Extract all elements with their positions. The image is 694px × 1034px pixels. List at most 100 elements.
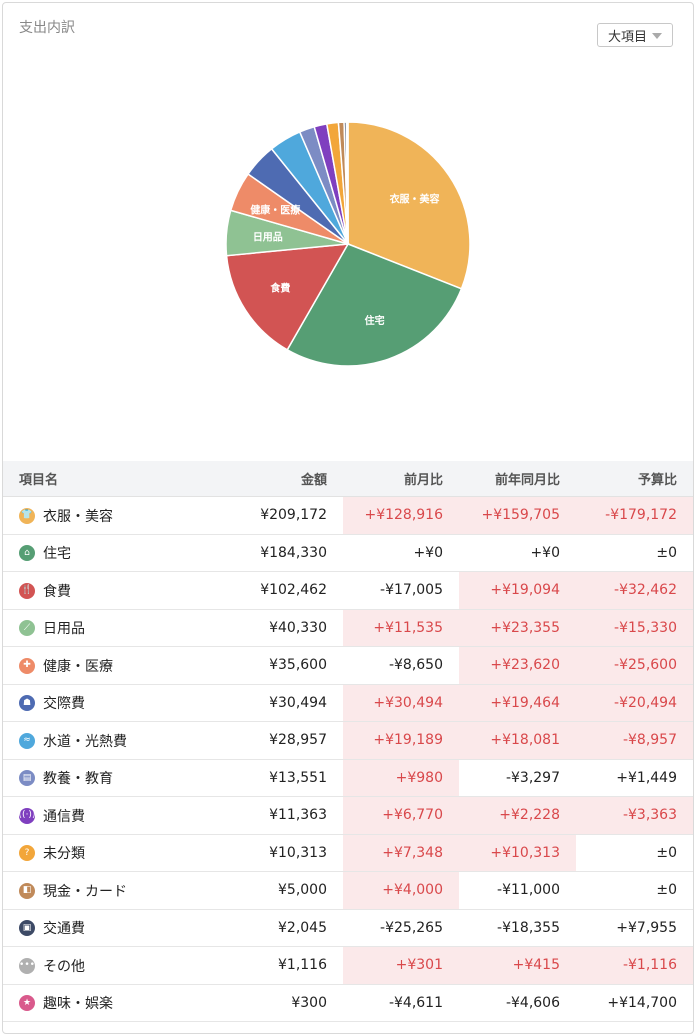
yoy-cell: +¥19,094: [459, 572, 576, 610]
yoy-cell: +¥10,313: [459, 834, 576, 872]
table-row[interactable]: ▤教養・教育¥13,551+¥980-¥3,297+¥1,449: [3, 759, 693, 797]
table-row[interactable]: ☗交際費¥30,494+¥30,494+¥19,464-¥20,494: [3, 684, 693, 722]
category-cell[interactable]: ★ 趣味・娯楽: [3, 984, 193, 1022]
star-icon: ★: [19, 995, 35, 1011]
table-row[interactable]: ⟋日用品¥40,330+¥11,535+¥23,355-¥15,330: [3, 609, 693, 647]
category-name: 健康・医療: [43, 656, 113, 676]
amount-cell: ¥28,957: [193, 722, 343, 760]
budget-cell: -¥32,462: [576, 572, 693, 610]
expense-table: 項目名 金額 前月比 前年同月比 予算比 👕衣服・美容¥209,172+¥128…: [3, 461, 693, 1022]
category-name: 食費: [43, 581, 71, 601]
mom-cell: +¥19,189: [343, 722, 459, 760]
table-row[interactable]: ≈水道・光熱費¥28,957+¥19,189+¥18,081-¥8,957: [3, 722, 693, 760]
table-row[interactable]: ◧現金・カード¥5,000+¥4,000-¥11,000±0: [3, 872, 693, 910]
amount-cell: ¥30,494: [193, 684, 343, 722]
ellipsis-icon: •••: [19, 958, 35, 974]
amount-cell: ¥11,363: [193, 797, 343, 835]
category-cell[interactable]: 👕 衣服・美容: [3, 497, 193, 535]
header-mom[interactable]: 前月比: [343, 461, 459, 497]
category-cell[interactable]: •••その他: [3, 947, 193, 985]
category-cell[interactable]: ⟋ 日用品: [3, 609, 193, 647]
wallet-icon: ◧: [19, 883, 35, 899]
header-amount[interactable]: 金額: [193, 461, 343, 497]
header-name[interactable]: 項目名: [3, 461, 193, 497]
budget-cell: ±0: [576, 534, 693, 572]
mom-cell: +¥980: [343, 759, 459, 797]
brush-icon: ⟋: [19, 620, 35, 636]
budget-cell: -¥25,600: [576, 647, 693, 685]
mom-cell: +¥0: [343, 534, 459, 572]
table-row[interactable]: ✚健康・医療¥35,600-¥8,650+¥23,620-¥25,600: [3, 647, 693, 685]
header-yoy[interactable]: 前年同月比: [459, 461, 576, 497]
yoy-cell: +¥18,081: [459, 722, 576, 760]
mom-cell: -¥25,265: [343, 909, 459, 947]
category-cell[interactable]: ⌂ 住宅: [3, 534, 193, 572]
mom-cell: +¥11,535: [343, 609, 459, 647]
yoy-cell: +¥2,228: [459, 797, 576, 835]
amount-cell: ¥300: [193, 984, 343, 1022]
house-icon: ⌂: [19, 545, 35, 561]
category-name: 交際費: [43, 693, 85, 713]
question-icon: ?: [19, 845, 35, 861]
budget-cell: -¥179,172: [576, 497, 693, 535]
category-name: 衣服・美容: [43, 506, 113, 526]
category-cell[interactable]: ? 未分類: [3, 834, 193, 872]
category-name: 未分類: [43, 843, 85, 863]
table-row[interactable]: •••その他¥1,116+¥301+¥415-¥1,116: [3, 947, 693, 985]
mom-cell: -¥8,650: [343, 647, 459, 685]
budget-cell: -¥8,957: [576, 722, 693, 760]
mom-cell: +¥30,494: [343, 684, 459, 722]
yoy-cell: +¥23,355: [459, 609, 576, 647]
budget-cell: ±0: [576, 834, 693, 872]
category-cell[interactable]: ▣交通費: [3, 909, 193, 947]
category-cell[interactable]: 🍴食費: [3, 572, 193, 610]
shirt-icon: 👕: [19, 508, 35, 524]
category-cell[interactable]: ≈水道・光熱費: [3, 722, 193, 760]
category-cell[interactable]: ▤教養・教育: [3, 759, 193, 797]
pie-slice-label: 食費: [269, 282, 290, 295]
amount-cell: ¥13,551: [193, 759, 343, 797]
yoy-cell: +¥159,705: [459, 497, 576, 535]
table-row[interactable]: 👕衣服・美容¥209,172+¥128,916+¥159,705-¥179,17…: [3, 497, 693, 535]
yoy-cell: -¥18,355: [459, 909, 576, 947]
budget-cell: +¥14,700: [576, 984, 693, 1022]
amount-cell: ¥1,116: [193, 947, 343, 985]
amount-cell: ¥5,000: [193, 872, 343, 910]
budget-cell: ±0: [576, 872, 693, 910]
table-row[interactable]: 🍴食費¥102,462-¥17,005+¥19,094-¥32,462: [3, 572, 693, 610]
yoy-cell: -¥4,606: [459, 984, 576, 1022]
book-icon: ▤: [19, 770, 35, 786]
amount-cell: ¥102,462: [193, 572, 343, 610]
category-name: 水道・光熱費: [43, 731, 127, 751]
yoy-cell: -¥3,297: [459, 759, 576, 797]
yoy-cell: +¥0: [459, 534, 576, 572]
pie-slice-label: 日用品: [253, 232, 283, 244]
header-budget[interactable]: 予算比: [576, 461, 693, 497]
category-name: 趣味・娯楽: [43, 993, 113, 1013]
mom-cell: -¥17,005: [343, 572, 459, 610]
category-cell[interactable]: ☗ 交際費: [3, 684, 193, 722]
table-row[interactable]: ▣交通費¥2,045-¥25,265-¥18,355+¥7,955: [3, 909, 693, 947]
pie-slice-label: 衣服・美容: [390, 193, 440, 206]
category-cell[interactable]: ✚健康・医療: [3, 647, 193, 685]
yoy-cell: -¥11,000: [459, 872, 576, 910]
category-name: 交通費: [43, 918, 85, 938]
amount-cell: ¥35,600: [193, 647, 343, 685]
mom-cell: +¥6,770: [343, 797, 459, 835]
yoy-cell: +¥19,464: [459, 684, 576, 722]
category-name: 日用品: [43, 618, 85, 638]
category-cell[interactable]: ◧現金・カード: [3, 872, 193, 910]
budget-cell: +¥1,449: [576, 759, 693, 797]
category-name: 住宅: [43, 543, 71, 563]
table-row[interactable]: ((·))通信費¥11,363+¥6,770+¥2,228-¥3,363: [3, 797, 693, 835]
table-row[interactable]: ★趣味・娯楽¥300-¥4,611-¥4,606+¥14,700: [3, 984, 693, 1022]
people-icon: ☗: [19, 695, 35, 711]
table-row[interactable]: ⌂住宅¥184,330+¥0+¥0±0: [3, 534, 693, 572]
amount-cell: ¥184,330: [193, 534, 343, 572]
mom-cell: +¥4,000: [343, 872, 459, 910]
category-cell[interactable]: ((·))通信費: [3, 797, 193, 835]
budget-cell: -¥15,330: [576, 609, 693, 647]
table-row[interactable]: ?未分類¥10,313+¥7,348+¥10,313±0: [3, 834, 693, 872]
